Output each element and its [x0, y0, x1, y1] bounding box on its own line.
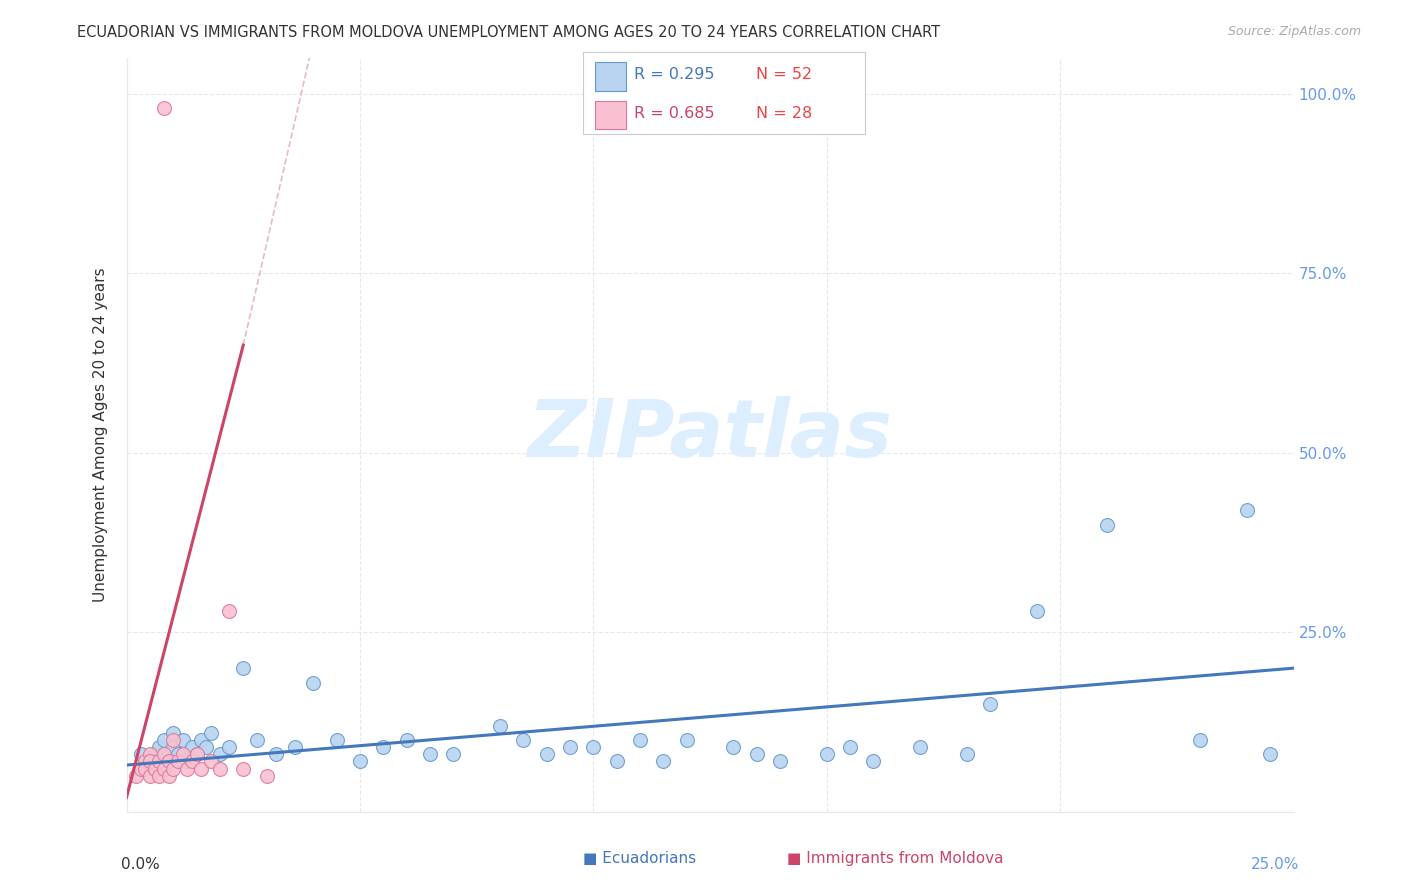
- Point: [194, 740, 217, 755]
- Point: [1236, 503, 1258, 517]
- Point: [839, 740, 862, 755]
- Text: ZIPatlas: ZIPatlas: [527, 396, 893, 474]
- Point: [862, 755, 884, 769]
- Point: [628, 733, 651, 747]
- Point: [908, 740, 931, 755]
- Point: [162, 733, 184, 747]
- Point: [284, 740, 307, 755]
- Point: [180, 755, 202, 769]
- Point: [349, 755, 371, 769]
- Point: [176, 762, 198, 776]
- Point: [675, 733, 697, 747]
- Text: 0.0%: 0.0%: [121, 857, 159, 872]
- Point: [1258, 747, 1281, 762]
- Point: [232, 661, 254, 675]
- Point: [162, 762, 184, 776]
- Point: [1025, 604, 1047, 618]
- Point: [218, 604, 240, 618]
- Point: [153, 762, 176, 776]
- Point: [419, 747, 441, 762]
- Point: [489, 718, 512, 732]
- Point: [606, 755, 628, 769]
- Point: [172, 733, 194, 747]
- Point: [139, 755, 162, 769]
- Point: [148, 740, 170, 755]
- Point: [956, 747, 979, 762]
- Point: [129, 762, 152, 776]
- Point: [134, 755, 156, 769]
- Point: [302, 675, 325, 690]
- Point: [162, 740, 184, 755]
- Point: [1189, 733, 1212, 747]
- Point: [139, 769, 162, 783]
- Point: [157, 755, 180, 769]
- Point: [208, 762, 231, 776]
- Point: [1095, 517, 1118, 532]
- Point: [129, 747, 152, 762]
- Text: ■ Immigrants from Moldova: ■ Immigrants from Moldova: [787, 851, 1004, 865]
- Point: [186, 747, 208, 762]
- Point: [153, 101, 176, 115]
- Point: [190, 733, 212, 747]
- Point: [180, 740, 202, 755]
- Y-axis label: Unemployment Among Ages 20 to 24 years: Unemployment Among Ages 20 to 24 years: [93, 268, 108, 602]
- Point: [143, 747, 166, 762]
- Point: [167, 747, 190, 762]
- Point: [395, 733, 418, 747]
- Point: [200, 725, 222, 739]
- Point: [148, 755, 170, 769]
- Point: [745, 747, 768, 762]
- Text: ECUADORIAN VS IMMIGRANTS FROM MOLDOVA UNEMPLOYMENT AMONG AGES 20 TO 24 YEARS COR: ECUADORIAN VS IMMIGRANTS FROM MOLDOVA UN…: [77, 25, 941, 40]
- Point: [139, 755, 162, 769]
- Point: [979, 697, 1001, 711]
- Point: [134, 762, 156, 776]
- Point: [723, 740, 745, 755]
- Point: [441, 747, 464, 762]
- Point: [264, 747, 287, 762]
- Text: R = 0.295: R = 0.295: [634, 67, 714, 82]
- Point: [652, 755, 675, 769]
- Point: [582, 740, 605, 755]
- Point: [246, 733, 269, 747]
- Point: [325, 733, 347, 747]
- Point: [190, 762, 212, 776]
- Text: 25.0%: 25.0%: [1251, 857, 1299, 872]
- Point: [153, 733, 176, 747]
- Point: [157, 769, 180, 783]
- Point: [200, 755, 222, 769]
- Text: Source: ZipAtlas.com: Source: ZipAtlas.com: [1227, 25, 1361, 38]
- Point: [218, 740, 240, 755]
- Point: [176, 755, 198, 769]
- Point: [157, 755, 180, 769]
- Point: [139, 747, 162, 762]
- Point: [512, 733, 534, 747]
- Text: R = 0.685: R = 0.685: [634, 106, 714, 120]
- Point: [208, 747, 231, 762]
- Point: [162, 725, 184, 739]
- Point: [172, 747, 194, 762]
- Point: [769, 755, 792, 769]
- Point: [373, 740, 395, 755]
- Point: [232, 762, 254, 776]
- Text: N = 28: N = 28: [756, 106, 813, 120]
- Point: [558, 740, 581, 755]
- Point: [256, 769, 278, 783]
- Point: [143, 762, 166, 776]
- Point: [536, 747, 558, 762]
- Point: [148, 769, 170, 783]
- Point: [125, 769, 148, 783]
- Point: [186, 747, 208, 762]
- Point: [153, 747, 176, 762]
- Text: ■ Ecuadorians: ■ Ecuadorians: [583, 851, 696, 865]
- Point: [815, 747, 838, 762]
- Text: N = 52: N = 52: [756, 67, 813, 82]
- Point: [167, 755, 190, 769]
